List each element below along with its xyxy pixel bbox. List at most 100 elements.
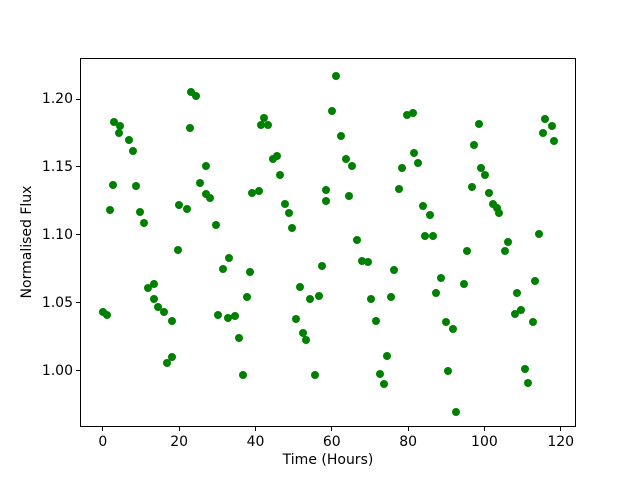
data-point (510, 309, 519, 318)
y-axis-label: Normalised Flux (19, 185, 35, 299)
y-tick-label: 1.00 (41, 362, 73, 379)
data-point (195, 179, 204, 188)
data-point (336, 131, 345, 140)
data-point (102, 311, 111, 320)
data-point (444, 366, 453, 375)
data-point (288, 224, 297, 233)
x-tick-mark (407, 427, 409, 432)
data-point (451, 407, 460, 416)
data-point (398, 164, 407, 173)
data-point (175, 201, 184, 210)
data-point (235, 334, 244, 343)
x-tick-mark (483, 427, 485, 432)
x-tick-label: 120 (547, 434, 575, 451)
data-point (219, 264, 228, 273)
data-point (425, 210, 434, 219)
data-point (328, 107, 337, 116)
data-point (322, 186, 331, 195)
data-point (284, 209, 293, 218)
data-point (390, 266, 398, 275)
data-point (143, 283, 152, 292)
data-point (322, 196, 331, 205)
x-axis-label: Time (Hours) (282, 452, 374, 468)
data-point (380, 380, 389, 389)
data-point (476, 164, 485, 173)
data-point (150, 279, 159, 288)
data-point (292, 315, 301, 324)
data-point (414, 158, 423, 167)
x-tick-mark (560, 427, 562, 432)
data-point (474, 119, 483, 128)
data-point (185, 123, 194, 132)
data-point (295, 282, 304, 291)
data-point (534, 229, 543, 238)
y-tick-mark (76, 302, 80, 304)
data-point (159, 308, 168, 317)
data-point (371, 316, 380, 325)
data-point (153, 302, 162, 311)
data-point (408, 108, 417, 117)
y-tick-mark (76, 370, 80, 372)
data-point (488, 199, 497, 208)
data-point (332, 71, 341, 80)
x-tick-mark (331, 427, 333, 432)
y-tick-mark (76, 98, 80, 100)
data-point (238, 370, 247, 379)
data-point (230, 312, 239, 321)
data-point (521, 365, 530, 374)
data-point (317, 262, 326, 271)
data-point (114, 129, 123, 137)
data-point (345, 191, 354, 200)
data-point (428, 232, 437, 241)
y-tick-label: 1.10 (41, 226, 73, 243)
data-point (523, 379, 532, 388)
data-point (150, 294, 159, 303)
plot-area (80, 58, 576, 427)
data-point (383, 351, 392, 360)
data-point (375, 369, 384, 378)
data-point (168, 353, 177, 362)
data-point (182, 205, 191, 214)
data-point (124, 135, 133, 144)
data-point (495, 209, 504, 218)
data-point (311, 370, 320, 379)
data-point (280, 199, 289, 208)
data-point (531, 277, 540, 286)
x-tick-mark (102, 427, 104, 432)
data-point (224, 254, 233, 263)
data-point (363, 258, 372, 267)
data-point (547, 122, 556, 131)
data-point (459, 279, 468, 288)
x-tick-label: 80 (399, 434, 418, 451)
data-point (211, 221, 220, 230)
data-point (528, 317, 537, 326)
y-tick-label: 1.20 (41, 91, 73, 108)
data-point (168, 316, 177, 325)
data-point (201, 190, 210, 199)
data-point (449, 324, 458, 333)
data-point (314, 292, 323, 301)
data-point (394, 184, 403, 193)
data-point (109, 180, 118, 189)
data-point (246, 267, 255, 276)
x-tick-mark (178, 427, 180, 432)
data-point (140, 218, 149, 227)
data-point (403, 111, 412, 120)
data-point (256, 120, 265, 129)
data-point (470, 141, 479, 150)
data-point (298, 328, 307, 337)
x-tick-mark (255, 427, 256, 432)
data-point (110, 118, 119, 127)
data-point (201, 161, 210, 170)
data-point (420, 232, 429, 241)
data-point (224, 313, 233, 322)
data-point (242, 293, 251, 302)
data-point (492, 203, 501, 212)
data-point (268, 154, 277, 163)
data-point (191, 92, 200, 101)
data-point (441, 317, 450, 326)
y-tick-label: 1.15 (41, 158, 73, 175)
data-point (186, 88, 195, 97)
data-point (432, 289, 441, 298)
